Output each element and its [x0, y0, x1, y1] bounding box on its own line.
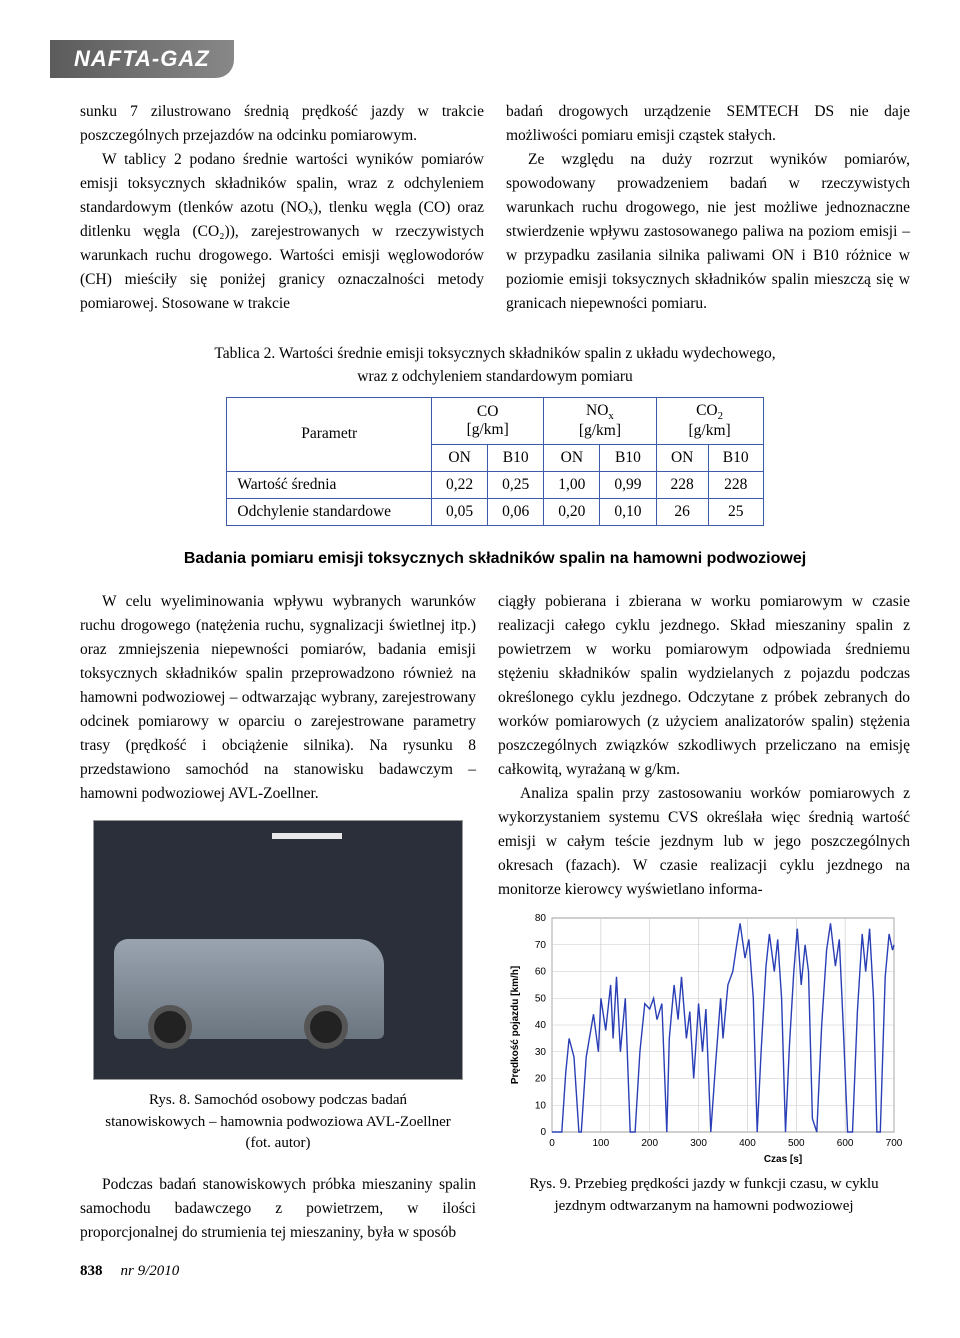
- th-sub: ON: [544, 444, 600, 471]
- svg-text:400: 400: [739, 1138, 756, 1149]
- svg-text:0: 0: [549, 1138, 555, 1149]
- svg-text:10: 10: [535, 1100, 547, 1111]
- th-group: NOx[g/km]: [544, 397, 656, 444]
- col-right: badań drogowych urządzenie SEMTECH DS ni…: [506, 100, 910, 316]
- td-value: 25: [708, 498, 763, 525]
- svg-text:60: 60: [535, 966, 547, 977]
- svg-text:700: 700: [886, 1138, 903, 1149]
- td-value: 0,06: [488, 498, 544, 525]
- svg-text:30: 30: [535, 1047, 547, 1058]
- figure-9-caption: Rys. 9. Przebieg prędkości jazdy w funkc…: [518, 1174, 890, 1218]
- table-caption: Tablica 2. Wartości średnie emisji toksy…: [80, 342, 910, 389]
- th-group: CO2[g/km]: [656, 397, 763, 444]
- td-value: 228: [708, 471, 763, 498]
- svg-text:Czas [s]: Czas [s]: [764, 1154, 802, 1165]
- svg-text:300: 300: [690, 1138, 707, 1149]
- journal-banner: NAFTA-GAZ: [50, 40, 234, 78]
- table-emissions: Parametr CO[g/km] NOx[g/km] CO2[g/km] ON…: [226, 397, 763, 526]
- th-sub: B10: [600, 444, 656, 471]
- svg-text:600: 600: [837, 1138, 854, 1149]
- td-param: Odchylenie standardowe: [227, 498, 432, 525]
- th-param: Parametr: [227, 397, 432, 471]
- td-value: 26: [656, 498, 708, 525]
- page-footer: 838 nr 9/2010: [80, 1263, 910, 1280]
- table-row: Wartość średnia0,220,251,000,99228228: [227, 471, 763, 498]
- page-number: 838: [80, 1263, 103, 1280]
- figure-9-chart: 0 100 200 300 400 500 600 700 0 10 20 30 40 50 60 70 80 C…: [498, 902, 910, 1170]
- para: badań drogowych urządzenie SEMTECH DS ni…: [506, 100, 910, 148]
- para: Ze względu na duży rozrzut wyników pomia…: [506, 148, 910, 316]
- para: W celu wyeliminowania wpływu wybranych w…: [80, 590, 476, 806]
- figure-8-caption: Rys. 8. Samochód osobowy podczas badań s…: [100, 1090, 456, 1155]
- svg-text:Prędkość pojazdu [km/h]: Prędkość pojazdu [km/h]: [510, 966, 521, 1084]
- para: W tablicy 2 podano średnie wartości wyni…: [80, 148, 484, 316]
- svg-text:100: 100: [593, 1138, 610, 1149]
- table-row: Odchylenie standardowe0,050,060,200,1026…: [227, 498, 763, 525]
- bottom-columns: W celu wyeliminowania wpływu wybranych w…: [80, 590, 910, 1245]
- svg-text:20: 20: [535, 1073, 547, 1084]
- col-right: ciągły pobierana i zbierana w worku pomi…: [498, 590, 910, 1245]
- td-value: 0,05: [432, 498, 488, 525]
- para: Analiza spalin przy zastosowaniu worków …: [498, 782, 910, 902]
- para: Podczas badań stanowiskowych próbka mies…: [80, 1173, 476, 1245]
- section-title: Badania pomiaru emisji toksycznych skład…: [80, 550, 910, 568]
- svg-text:0: 0: [540, 1127, 546, 1138]
- svg-text:500: 500: [788, 1138, 805, 1149]
- th-sub: B10: [488, 444, 544, 471]
- para: ciągły pobierana i zbierana w worku pomi…: [498, 590, 910, 782]
- top-columns: sunku 7 zilustrowano średnią prędkość ja…: [80, 100, 910, 316]
- col-left: sunku 7 zilustrowano średnią prędkość ja…: [80, 100, 484, 316]
- para: sunku 7 zilustrowano średnią prędkość ja…: [80, 100, 484, 148]
- svg-text:80: 80: [535, 913, 547, 924]
- td-value: 228: [656, 471, 708, 498]
- td-value: 0,99: [600, 471, 656, 498]
- td-param: Wartość średnia: [227, 471, 432, 498]
- svg-text:40: 40: [535, 1020, 547, 1031]
- issue-label: nr 9/2010: [121, 1263, 180, 1280]
- figure-8-photo: [93, 820, 463, 1080]
- svg-text:70: 70: [535, 940, 547, 951]
- td-value: 0,20: [544, 498, 600, 525]
- th-sub: ON: [656, 444, 708, 471]
- th-group: CO[g/km]: [432, 397, 544, 444]
- svg-text:200: 200: [641, 1138, 658, 1149]
- th-sub: ON: [432, 444, 488, 471]
- td-value: 0,10: [600, 498, 656, 525]
- th-sub: B10: [708, 444, 763, 471]
- td-value: 1,00: [544, 471, 600, 498]
- td-value: 0,22: [432, 471, 488, 498]
- td-value: 0,25: [488, 471, 544, 498]
- svg-text:50: 50: [535, 993, 547, 1004]
- col-left: W celu wyeliminowania wpływu wybranych w…: [80, 590, 476, 1245]
